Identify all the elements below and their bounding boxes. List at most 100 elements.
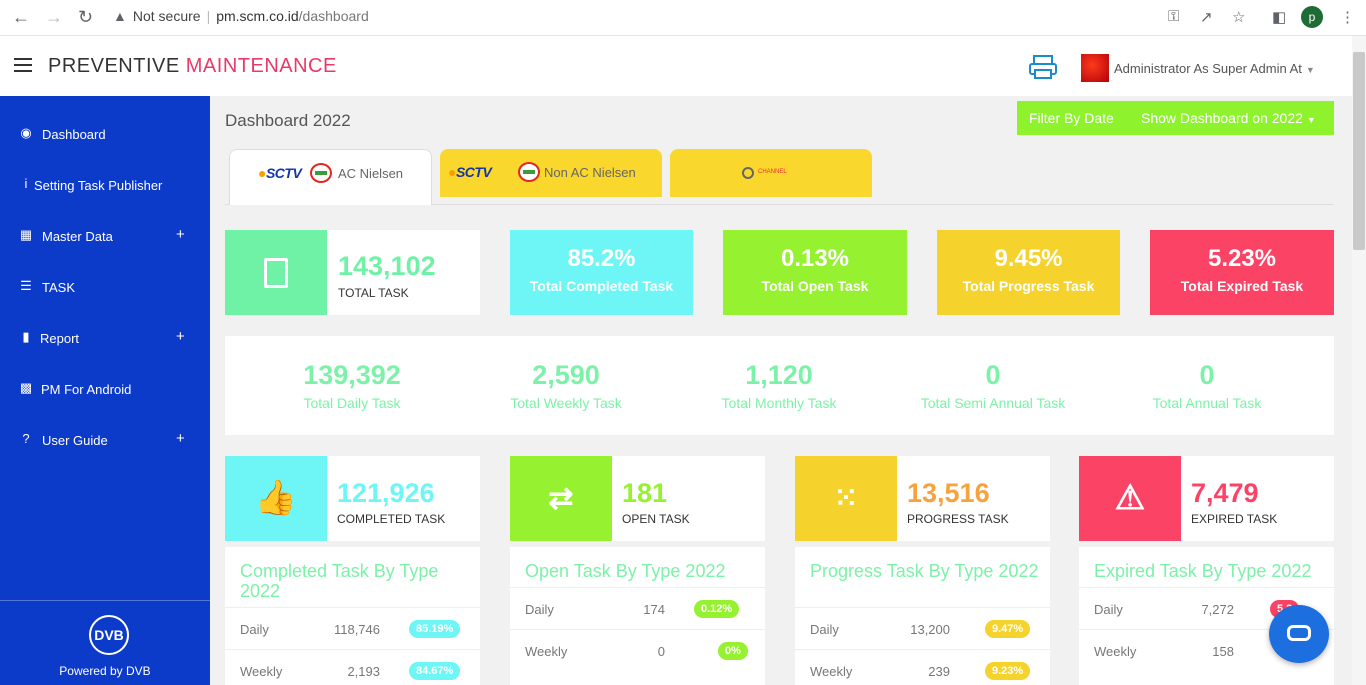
forward-icon[interactable]: → bbox=[45, 7, 63, 27]
star-icon[interactable]: ☆ bbox=[1232, 9, 1246, 26]
printer-icon[interactable] bbox=[1028, 54, 1058, 80]
pct-badge: 0% bbox=[718, 642, 748, 660]
sidebar-item-label: Report bbox=[40, 331, 80, 346]
status-icon-box: 👍 bbox=[225, 456, 327, 541]
total-icon-box bbox=[225, 230, 327, 315]
pct-badge: 85.19% bbox=[409, 620, 461, 638]
brand-secondary: MAINTENANCE bbox=[185, 55, 337, 77]
status-icon-box: ⇄ bbox=[510, 456, 612, 541]
panel-title: Open Task By Type 2022 bbox=[525, 561, 726, 581]
pct-value: 9.45% bbox=[994, 245, 1063, 272]
status-value: 13,516 bbox=[907, 478, 990, 508]
chevron-down-icon: ▼ bbox=[1305, 65, 1315, 75]
tab-non-ac-nielsen[interactable]: ●SCTV Non AC Nielsen bbox=[440, 149, 662, 197]
pct-value: 5.23% bbox=[1207, 245, 1277, 272]
table-row: Daily 118,746 85.19% bbox=[225, 607, 480, 649]
android-icon: ▩ bbox=[19, 380, 33, 395]
panel-title: Expired Task By Type 2022 bbox=[1094, 561, 1312, 581]
spinner-icon: ⁙ bbox=[833, 482, 859, 515]
freq-weekly: 2,590 Total Weekly Task bbox=[510, 360, 622, 411]
arrows-icon: ⇄ bbox=[548, 482, 574, 515]
scrollbar-thumb[interactable] bbox=[1353, 52, 1365, 250]
freq-monthly: 1,120 Total Monthly Task bbox=[721, 360, 837, 411]
question-icon: ? bbox=[22, 431, 30, 446]
powered-by: Powered by DVB bbox=[59, 664, 151, 678]
url-host: pm.scm.co.id bbox=[216, 8, 299, 24]
tab-channel[interactable]: CHANNEL bbox=[670, 149, 872, 197]
table-row: Weekly 158 bbox=[1079, 629, 1334, 671]
sidebar-item-report[interactable]: ▮ Report + bbox=[0, 320, 210, 356]
expand-icon[interactable]: + bbox=[176, 226, 185, 243]
user-menu[interactable]: Administrator As Super Admin At ▼ bbox=[1114, 61, 1315, 76]
warning-icon: ⚠ bbox=[1114, 479, 1146, 517]
share-icon[interactable]: ↗ bbox=[1200, 9, 1213, 26]
table-row: Daily 174 0.12% bbox=[510, 587, 765, 629]
status-label: EXPIRED TASK bbox=[1191, 512, 1278, 526]
sidebar-item-dashboard[interactable]: ◉ Dashboard bbox=[0, 116, 210, 152]
pct-badge: 0.12% bbox=[694, 600, 740, 618]
open-pct-card: 0.13% Total Open Task bbox=[723, 230, 907, 315]
pct-badge: 9.23% bbox=[985, 662, 1031, 680]
sidepanel-icon[interactable]: ◧ bbox=[1272, 9, 1287, 26]
sidebar-item-setting-task-publisher[interactable]: i Setting Task Publisher bbox=[0, 167, 210, 203]
menu-dots-icon[interactable]: ⋮ bbox=[1340, 9, 1355, 26]
progress-pct-card: 9.45% Total Progress Task bbox=[937, 230, 1120, 315]
sidebar-item-label: Dashboard bbox=[42, 127, 106, 142]
expand-icon[interactable]: + bbox=[176, 328, 185, 345]
profile-avatar[interactable]: p bbox=[1301, 6, 1323, 28]
completed-pct-card: 85.2% Total Completed Task bbox=[510, 230, 693, 315]
sidebar-item-user-guide[interactable]: ? User Guide + bbox=[0, 422, 210, 458]
sidebar-item-label: TASK bbox=[42, 280, 75, 295]
sidebar-item-master-data[interactable]: ▦ Master Data + bbox=[0, 218, 210, 254]
sidebar-item-label: User Guide bbox=[42, 433, 108, 448]
key-icon[interactable]: ⚿ bbox=[1168, 8, 1180, 25]
table-row: Daily 13,200 9.47% bbox=[795, 607, 1050, 649]
chevron-down-icon: ▼ bbox=[1306, 115, 1316, 125]
address-bar[interactable]: ▲ Not secure | pm.scm.co.id/dashboard bbox=[113, 8, 369, 24]
completed-by-type-panel: Completed Task By Type 2022 Daily 118,746… bbox=[225, 547, 480, 685]
frequency-panel: 139,392 Total Daily Task 2,590 Total Weekl… bbox=[225, 336, 1334, 435]
app-brand: PREVENTIVE MAINTENANCE bbox=[48, 55, 337, 78]
table-row: Weekly 2,193 84.67% bbox=[225, 649, 480, 685]
warning-icon: ▲ bbox=[113, 8, 127, 24]
filter-by-date-button[interactable]: Filter By Date bbox=[1029, 110, 1114, 126]
windows-icon: ▦ bbox=[19, 227, 33, 242]
tab-divider bbox=[225, 204, 1334, 205]
panel-title: Progress Task By Type 2022 bbox=[810, 561, 1039, 581]
pct-value: 0.13% bbox=[780, 245, 850, 272]
year-dropdown[interactable]: Show Dashboard on 2022 ▼ bbox=[1141, 110, 1316, 126]
back-icon[interactable]: ← bbox=[12, 7, 30, 27]
sidebar-item-label: Master Data bbox=[42, 229, 113, 244]
tab-label: AC Nielsen bbox=[338, 166, 404, 181]
sidebar-item-pm-for-android[interactable]: ▩ PM For Android bbox=[0, 371, 210, 407]
status-value: 121,926 bbox=[337, 478, 435, 508]
pct-badge: 9.47% bbox=[985, 620, 1031, 638]
freq-daily: 139,392 Total Daily Task bbox=[303, 360, 401, 411]
sidebar-item-task[interactable]: ☰ TASK bbox=[0, 269, 210, 305]
user-avatar[interactable] bbox=[1081, 54, 1109, 82]
status-icon-box: ⚠ bbox=[1079, 456, 1181, 541]
chat-icon bbox=[1287, 625, 1311, 641]
completed-task-card: 👍 121,926 COMPLETED TASK bbox=[225, 456, 480, 541]
sidebar: ◉ Dashboard i Setting Task Publisher ▦ M… bbox=[0, 96, 210, 685]
reload-icon[interactable]: ↻ bbox=[78, 7, 94, 27]
table-row: Weekly 239 9.23% bbox=[795, 649, 1050, 685]
total-task-value: 143,102 bbox=[338, 251, 436, 281]
pct-value: 85.2% bbox=[567, 245, 636, 272]
sctv-logo: ●SCTV bbox=[448, 164, 492, 180]
status-label: PROGRESS TASK bbox=[907, 512, 1009, 526]
url-path: /dashboard bbox=[298, 8, 369, 24]
hamburger-icon[interactable] bbox=[14, 58, 32, 72]
sctv-logo: ●SCTV bbox=[258, 165, 302, 181]
tab-ac-nielsen[interactable]: ●SCTV AC Nielsen bbox=[229, 149, 432, 205]
open-task-card: ⇄ 181 OPEN TASK bbox=[510, 456, 765, 541]
freq-semi-annual: 0 Total Semi Annual Task bbox=[920, 360, 1066, 411]
brand-primary: PREVENTIVE bbox=[48, 55, 180, 77]
year-dropdown-label: Show Dashboard on 2022 bbox=[1141, 110, 1303, 126]
expand-icon[interactable]: + bbox=[176, 430, 185, 447]
chat-button[interactable] bbox=[1269, 605, 1329, 663]
progress-task-card: ⁙ 13,516 PROGRESS TASK bbox=[795, 456, 1050, 541]
indosiar-badge-icon bbox=[518, 162, 540, 182]
app-header: PREVENTIVE MAINTENANCE Administrator As … bbox=[0, 36, 1352, 96]
dvb-logo: DVB bbox=[89, 615, 129, 655]
